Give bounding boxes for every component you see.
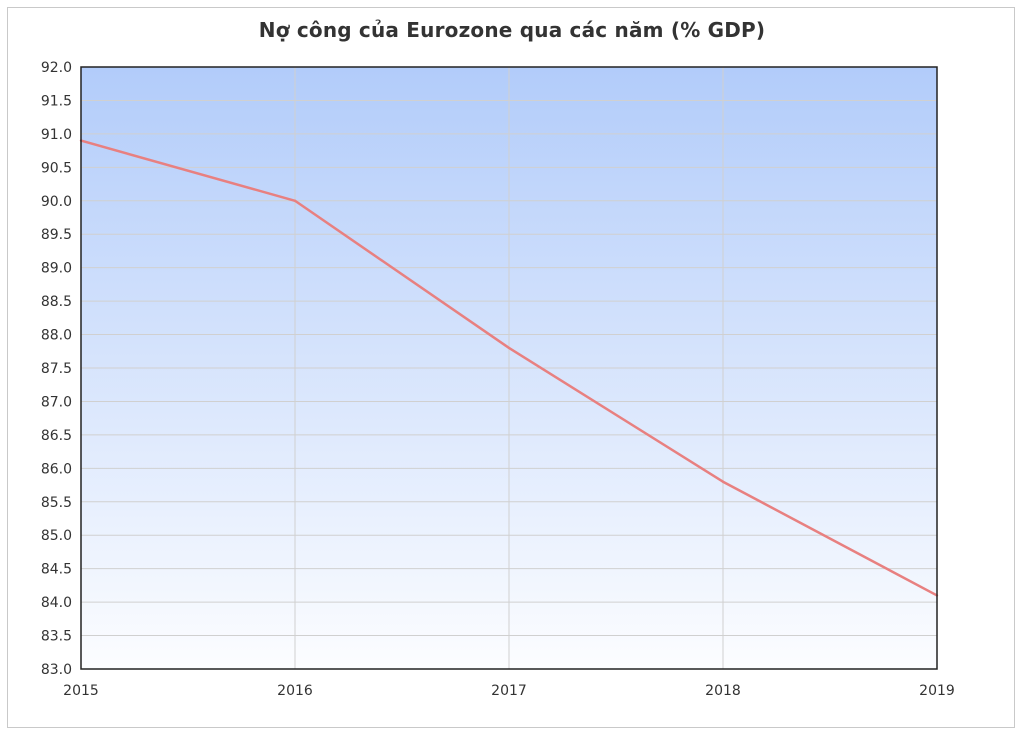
y-tick-label: 89.5 bbox=[41, 227, 72, 243]
y-tick-label: 83.5 bbox=[41, 629, 72, 645]
y-tick-label: 86.0 bbox=[41, 461, 72, 477]
y-tick-label: 89.0 bbox=[41, 261, 72, 277]
data-point bbox=[293, 199, 297, 202]
y-tick-label: 86.5 bbox=[41, 428, 72, 444]
data-point bbox=[507, 346, 511, 350]
plot-border bbox=[80, 66, 938, 670]
y-tick-label: 88.5 bbox=[41, 294, 72, 310]
x-tick-label: 2018 bbox=[705, 683, 741, 699]
data-point bbox=[721, 480, 725, 483]
y-tick-label: 91.5 bbox=[41, 93, 72, 109]
y-tick-label: 92.0 bbox=[41, 60, 72, 76]
y-tick-label: 84.5 bbox=[41, 562, 72, 578]
x-tick-label: 2019 bbox=[919, 683, 955, 699]
x-axis: 2015 2016 2017 2018 2019 bbox=[63, 683, 955, 699]
y-tick-label: 90.0 bbox=[41, 194, 72, 210]
y-tick-label: 84.0 bbox=[41, 595, 72, 611]
y-tick-label: 85.5 bbox=[41, 495, 72, 511]
chart-title: Nợ công của Eurozone qua các năm (% GDP) bbox=[258, 18, 766, 42]
y-tick-label: 87.5 bbox=[41, 361, 72, 377]
y-axis: 83.0 83.5 84.0 84.5 85.0 85.5 86.0 86.5 87.0 87.5… bbox=[41, 60, 72, 678]
grid bbox=[81, 67, 937, 669]
x-tick-label: 2015 bbox=[63, 683, 99, 699]
x-tick-label: 2017 bbox=[491, 683, 527, 699]
y-tick-label: 90.5 bbox=[41, 160, 72, 176]
y-tick-label: 85.0 bbox=[41, 528, 72, 544]
y-tick-label: 83.0 bbox=[41, 662, 72, 678]
y-tick-label: 88.0 bbox=[41, 328, 72, 344]
x-tick-label: 2016 bbox=[277, 683, 313, 699]
y-tick-label: 87.0 bbox=[41, 394, 72, 410]
y-tick-label: 91.0 bbox=[41, 127, 72, 143]
